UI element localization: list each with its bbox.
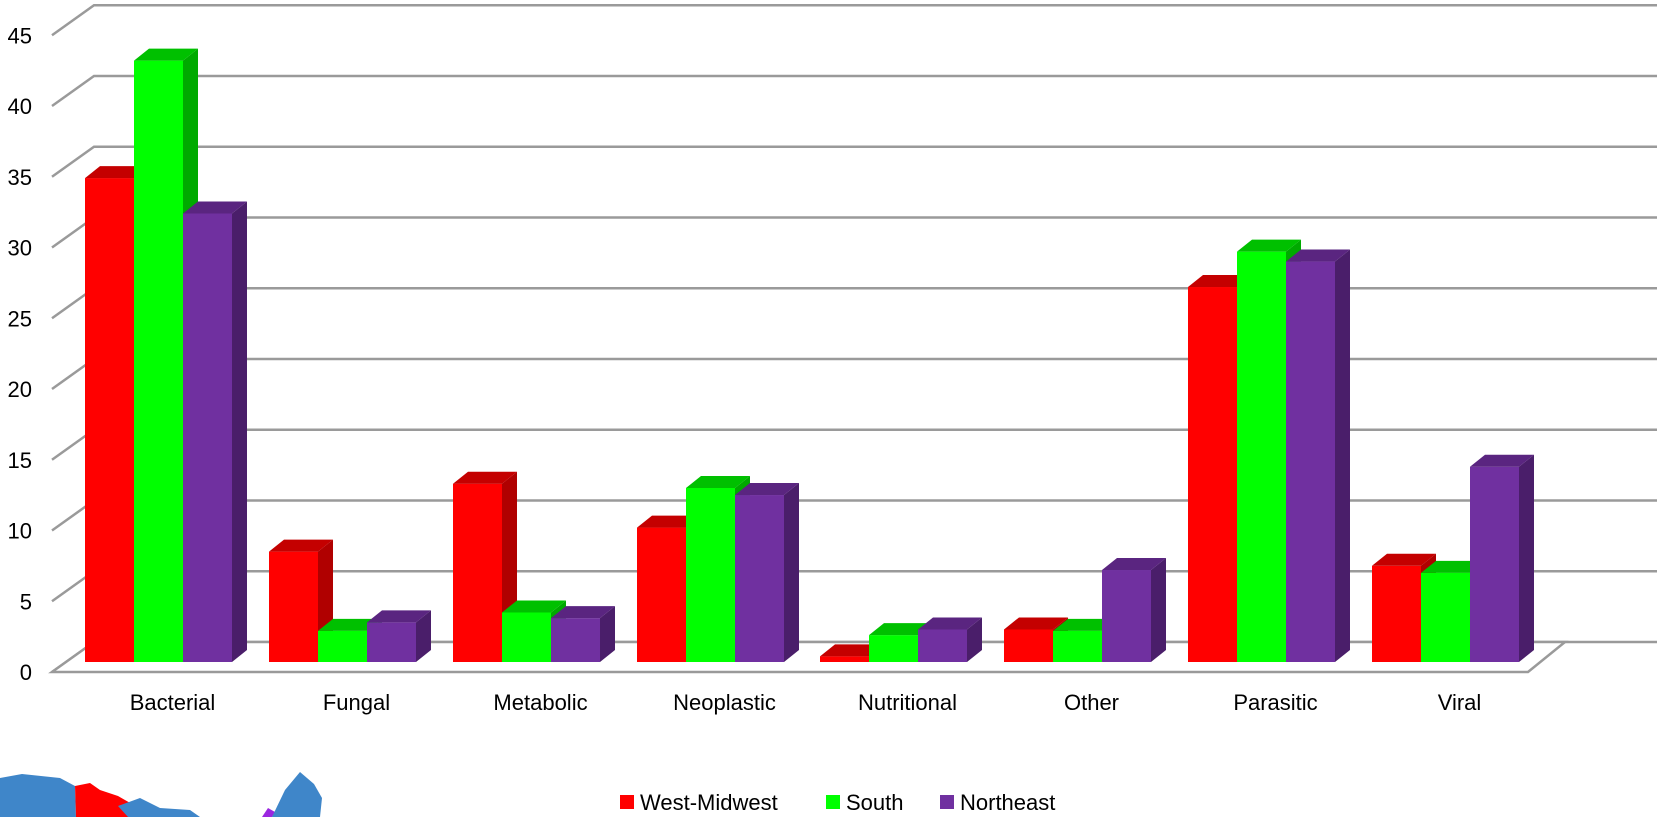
y-tick-label: 35 bbox=[8, 165, 32, 190]
category-label-parasitic: Parasitic bbox=[1233, 690, 1317, 715]
bar-northeast-viral bbox=[1470, 454, 1534, 662]
gridline bbox=[51, 499, 1657, 532]
y-tick-label: 30 bbox=[8, 236, 32, 261]
category-label-fungal: Fungal bbox=[323, 690, 390, 715]
bar-northeast-parasitic bbox=[1286, 249, 1350, 662]
gridline bbox=[51, 287, 1657, 320]
legend-swatch bbox=[620, 795, 634, 809]
bar-group-viral bbox=[1372, 454, 1534, 662]
map-fragment-decoration bbox=[0, 772, 322, 817]
bar-group-other bbox=[1004, 558, 1166, 662]
bar-northeast-nutritional bbox=[918, 617, 982, 662]
gridline bbox=[51, 74, 1657, 108]
bar-south-metabolic bbox=[502, 600, 566, 662]
legend-label: South bbox=[846, 790, 904, 815]
bar-group-fungal bbox=[269, 539, 431, 662]
legend-label: Northeast bbox=[960, 790, 1055, 815]
gridline bbox=[51, 216, 1657, 249]
gridline bbox=[51, 145, 1657, 178]
legend-swatch bbox=[940, 795, 954, 809]
legend-item-northeast: Northeast bbox=[940, 790, 1055, 815]
category-label-metabolic: Metabolic bbox=[493, 690, 587, 715]
y-tick-label: 0 bbox=[20, 660, 32, 685]
plot-area bbox=[48, 4, 1657, 674]
bar-northeast-bacterial bbox=[183, 201, 247, 662]
y-tick-label: 40 bbox=[8, 94, 32, 119]
legend-item-west-midwest: West-Midwest bbox=[620, 790, 778, 815]
gridline bbox=[51, 4, 1657, 37]
y-tick-label: 15 bbox=[8, 448, 32, 473]
y-tick-label: 25 bbox=[8, 306, 32, 331]
bar-northeast-metabolic bbox=[551, 606, 615, 662]
bar-group-neoplastic bbox=[637, 475, 799, 662]
legend-swatch bbox=[826, 795, 840, 809]
bar-group-nutritional bbox=[820, 617, 982, 662]
bar-group-parasitic bbox=[1188, 239, 1350, 662]
y-tick-label: 5 bbox=[20, 589, 32, 614]
bar-northeast-neoplastic bbox=[735, 483, 799, 662]
y-axis-tick-labels: 0 5 10 15 20 25 30 35 40 45 bbox=[8, 23, 32, 685]
gridline bbox=[51, 428, 1657, 461]
category-label-other: Other bbox=[1064, 690, 1119, 715]
legend: West-Midwest South Northeast bbox=[620, 790, 1055, 815]
category-label-nutritional: Nutritional bbox=[858, 690, 957, 715]
bar-group-metabolic bbox=[453, 471, 615, 662]
x-axis-category-labels: Bacterial Fungal Metabolic Neoplastic Nutrit… bbox=[130, 690, 1482, 715]
category-label-neoplastic: Neoplastic bbox=[673, 690, 776, 715]
bar-northeast-other bbox=[1102, 558, 1166, 662]
y-tick-label: 45 bbox=[8, 23, 32, 48]
bar-group-bacterial bbox=[85, 48, 247, 662]
y-tick-label: 10 bbox=[8, 519, 32, 544]
category-label-bacterial: Bacterial bbox=[130, 690, 216, 715]
bar-northeast-fungal bbox=[367, 610, 431, 662]
y-tick-label: 20 bbox=[8, 377, 32, 402]
legend-item-south: South bbox=[826, 790, 904, 815]
category-label-viral: Viral bbox=[1438, 690, 1482, 715]
gridline bbox=[51, 357, 1657, 391]
legend-label: West-Midwest bbox=[640, 790, 778, 815]
